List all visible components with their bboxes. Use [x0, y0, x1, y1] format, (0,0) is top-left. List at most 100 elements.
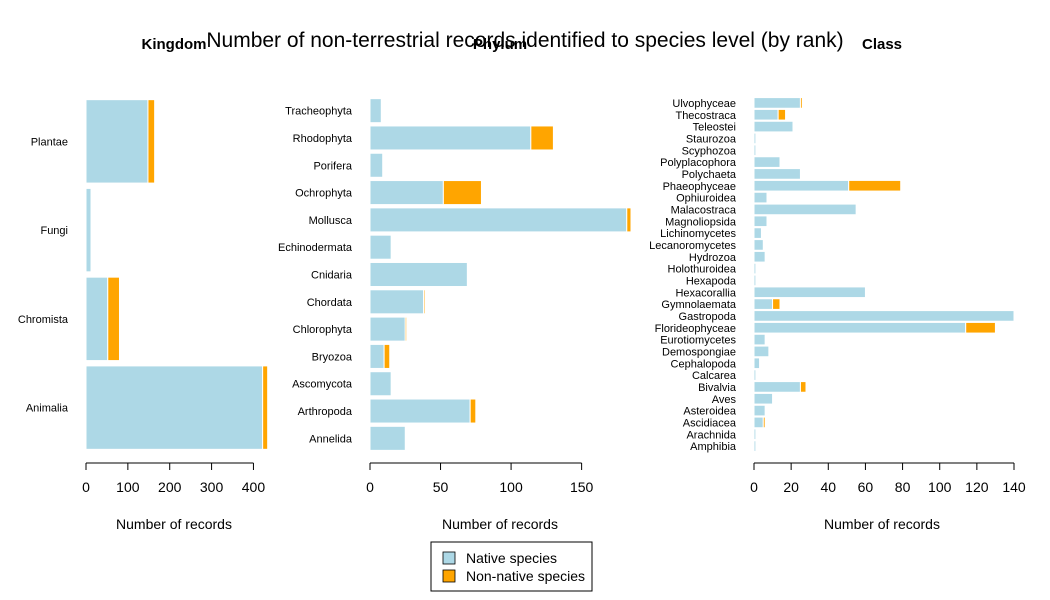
category-label-chromista: Chromista — [18, 314, 69, 326]
category-labels-kingdom: Animalia Chromista Fungi Plantae — [18, 136, 69, 414]
x-tick-label: 200 — [158, 479, 182, 495]
bar-ascidiacea-native — [753, 416, 764, 429]
category-label-polychaeta: Polychaeta — [682, 169, 737, 181]
bar-arthropoda-native — [369, 398, 471, 424]
x-axis-phylum: 0 50 100 150 — [366, 462, 594, 495]
bar-chordata-non-native — [423, 289, 426, 315]
bar-arachnida-native — [753, 428, 757, 441]
x-tick-label: 150 — [570, 479, 594, 495]
bar-chromista-non-native — [107, 276, 120, 362]
bar-phaeophyceae-non-native — [848, 179, 902, 192]
category-label-arachnida: Arachnida — [686, 429, 736, 441]
category-label-ascomycota: Ascomycota — [292, 379, 353, 391]
x-tick-label: 100 — [928, 479, 952, 495]
panel-phylum: Phylum Number of records 0 50 100 150 Annel… — [278, 36, 632, 532]
category-label-amphibia: Amphibia — [690, 441, 737, 453]
category-label-calcarea: Calcarea — [692, 370, 737, 382]
category-label-fungi: Fungi — [40, 225, 68, 237]
bar-hydrozoa-native — [753, 250, 766, 263]
category-label-cnidaria: Cnidaria — [311, 270, 353, 282]
bar-thecostraca-native — [753, 108, 779, 121]
bar-rhodophyta-non-native — [530, 125, 554, 151]
bar-polyplacophora-native — [753, 156, 781, 168]
category-label-gastropoda: Gastropoda — [679, 311, 737, 323]
x-axis-class: 0 20 40 60 80 100 120 140 — [750, 462, 1026, 495]
bar-bryozoa-non-native — [383, 343, 391, 369]
category-label-phaeophyceae: Phaeophyceae — [663, 181, 736, 193]
x-axis-title-phylum: Number of records — [442, 516, 558, 532]
bar-gastropoda-native — [753, 310, 1015, 322]
bar-chlorophyta-native — [369, 316, 406, 342]
bar-ascidiacea-non-native — [762, 416, 766, 429]
bar-rhodophyta-native — [369, 125, 532, 151]
category-label-lecanoromycetes: Lecanoromycetes — [649, 240, 736, 252]
x-tick-label: 40 — [820, 479, 836, 495]
category-label-hexacorallia: Hexacorallia — [675, 287, 736, 299]
category-labels-phylum: Annelida Arthropoda Ascomycota Bryozoa Chlor… — [278, 106, 353, 446]
category-label-cephalopoda: Cephalopoda — [671, 358, 737, 370]
bar-asteroidea-native — [753, 404, 766, 417]
bar-lecanoromycetes-native — [753, 239, 764, 251]
x-tick-label: 0 — [366, 479, 374, 495]
category-label-chordata: Chordata — [307, 297, 353, 309]
category-label-florideophyceae: Florideophyceae — [655, 323, 736, 335]
bar-scyphozoa-native — [753, 144, 757, 157]
category-label-rhodophyta: Rhodophyta — [293, 133, 353, 145]
bar-amphibia-native — [753, 440, 757, 452]
bar-aves-native — [753, 392, 774, 405]
category-label-echinodermata: Echinodermata — [278, 242, 353, 254]
x-tick-label: 100 — [116, 479, 140, 495]
x-axis-title-kingdom: Number of records — [116, 516, 232, 532]
category-label-holothuroidea: Holothuroidea — [668, 264, 737, 276]
category-label-lichinomycetes: Lichinomycetes — [660, 228, 736, 240]
bar-animalia-non-native — [262, 365, 269, 450]
x-axis-title-class: Number of records — [824, 516, 940, 532]
bar-ochrophyta-non-native — [442, 180, 482, 206]
bar-annelida-native — [369, 425, 406, 451]
legend-box — [430, 541, 593, 592]
category-label-ochrophyta: Ochrophyta — [295, 188, 353, 200]
bar-fungi-native — [85, 187, 92, 273]
bar-hexacorallia-native — [753, 286, 866, 299]
category-label-magnoliopsida: Magnoliopsida — [665, 216, 737, 228]
category-label-eurotiomycetes: Eurotiomycetes — [660, 335, 736, 347]
bar-tracheophyta-native — [369, 98, 382, 124]
bar-hexapoda-native — [753, 274, 757, 287]
bar-lichinomycetes-native — [753, 227, 762, 239]
legend: Native species Non-native species — [430, 541, 593, 592]
x-tick-label: 0 — [82, 479, 90, 495]
bars-kingdom — [85, 99, 269, 450]
bar-cnidaria-native — [369, 261, 468, 288]
bars-phylum — [369, 98, 632, 451]
bar-florideophyceae-non-native — [965, 321, 996, 334]
category-label-ophiuroidea: Ophiuroidea — [676, 193, 737, 205]
category-label-annelida: Annelida — [309, 433, 353, 445]
category-label-thecostraca: Thecostraca — [675, 110, 736, 122]
category-label-polyplacophora: Polyplacophora — [660, 157, 737, 169]
bar-magnoliopsida-native — [753, 215, 768, 228]
category-labels-class: AmphibiaArachnidaAscidiaceaAsteroideaAve… — [649, 98, 737, 453]
category-label-chlorophyta: Chlorophyta — [293, 324, 353, 336]
category-label-gymnolaemata: Gymnolaemata — [661, 299, 736, 311]
panel-class: Class Number of records 0 20 40 60 80 100 120 1… — [649, 36, 1026, 532]
category-label-scyphozoa: Scyphozoa — [682, 145, 737, 157]
bar-plantae-non-native — [147, 99, 156, 184]
bar-eurotiomycetes-native — [753, 333, 766, 346]
category-label-hexapoda: Hexapoda — [686, 275, 737, 287]
category-label-tracheophyta: Tracheophyta — [285, 106, 353, 118]
panel-title-class: Class — [862, 36, 902, 53]
category-label-teleostei: Teleostei — [693, 122, 736, 134]
bar-ochrophyta-native — [369, 180, 444, 206]
panel-title-phylum: Phylum — [473, 36, 527, 53]
bar-ulvophyceae-native — [753, 97, 801, 109]
bar-holothuroidea-native — [753, 262, 757, 275]
bar-gymnolaemata-non-native — [772, 298, 781, 310]
category-label-porifera: Porifera — [313, 160, 352, 172]
bar-bivalvia-non-native — [799, 381, 807, 393]
bar-phaeophyceae-native — [753, 179, 850, 192]
bar-chordata-native — [369, 289, 425, 315]
category-label-plantae: Plantae — [31, 136, 68, 148]
bar-plantae-native — [85, 99, 149, 184]
category-label-hydrozoa: Hydrozoa — [689, 252, 737, 264]
